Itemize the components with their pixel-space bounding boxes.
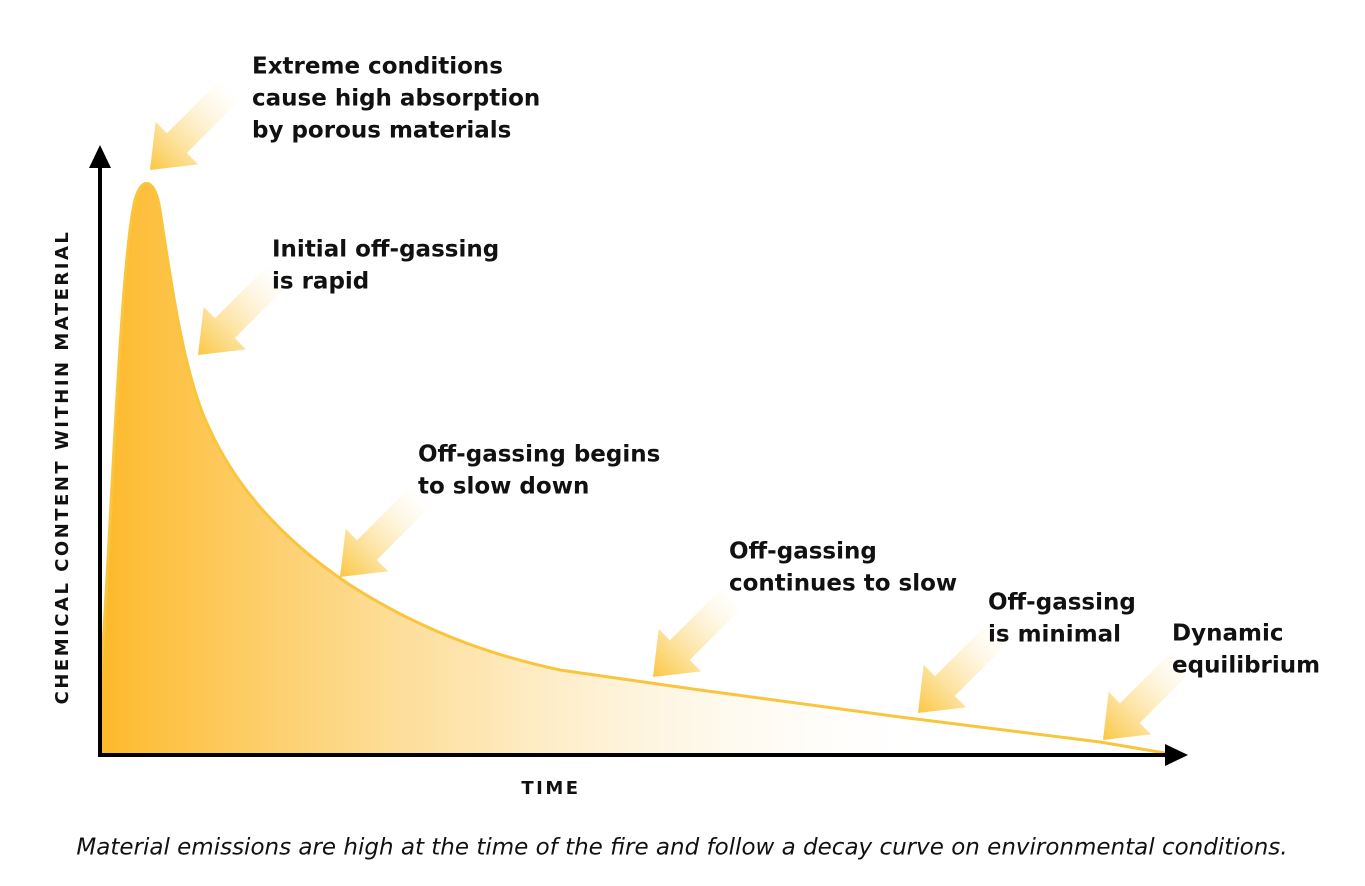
- y-axis-label: CHEMICAL CONTENT WITHIN MATERIAL: [52, 230, 73, 705]
- decay-curve: [98, 181, 1166, 755]
- caption: Material emissions are high at the time …: [76, 835, 1287, 861]
- annotation-line: continues to slow: [729, 571, 957, 597]
- annotation-line: cause high absorption: [252, 86, 540, 112]
- axes: [89, 145, 1188, 766]
- annotation-line: is rapid: [272, 269, 369, 295]
- annotation-line: Dynamic: [1172, 621, 1283, 647]
- annotation-line: Initial off-gassing: [272, 237, 499, 263]
- annotation-line: equilibrium: [1172, 653, 1320, 679]
- annotations: Extreme conditions cause high absorption b…: [252, 54, 1320, 679]
- decay-area: [100, 183, 1165, 755]
- annotation-line: Off-gassing begins: [418, 442, 660, 468]
- annotation-line: by porous materials: [252, 118, 511, 144]
- annotation-line: Extreme conditions: [252, 54, 503, 80]
- x-axis-label: TIME: [521, 778, 580, 799]
- pointer-arrow: [128, 67, 253, 192]
- annotation-line: Off-gassing: [988, 590, 1136, 616]
- x-axis-arrow: [1165, 744, 1188, 766]
- annotation-line: Off-gassing: [729, 539, 877, 565]
- y-axis-arrow: [89, 145, 111, 168]
- annotation-line: is minimal: [988, 622, 1121, 648]
- annotation-line: to slow down: [418, 474, 589, 500]
